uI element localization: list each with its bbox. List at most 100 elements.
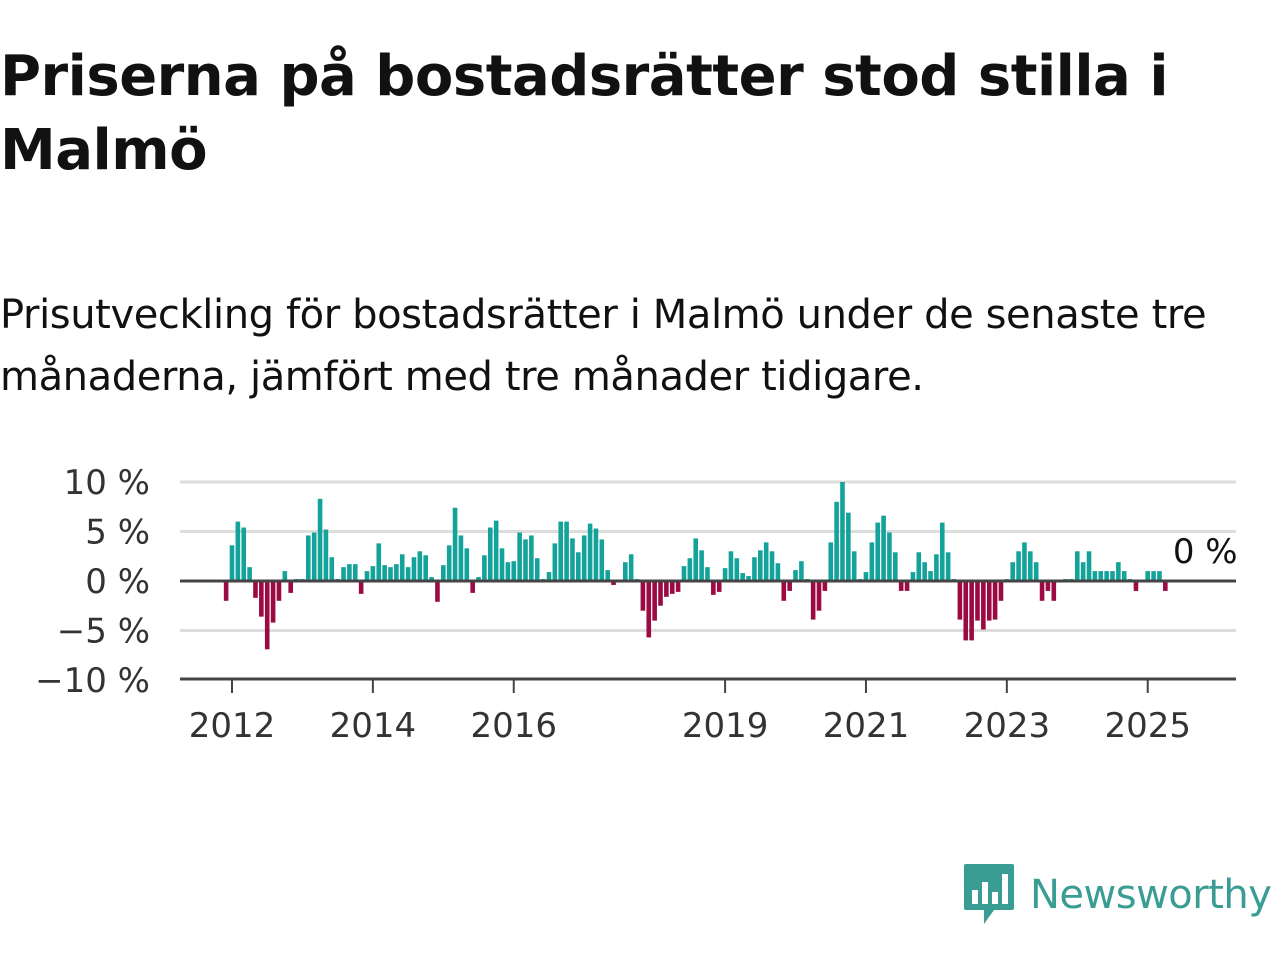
bar <box>1163 581 1168 591</box>
y-tick-label: −5 % <box>57 612 150 652</box>
bar <box>593 528 599 581</box>
bar <box>259 581 264 617</box>
bar <box>241 527 247 581</box>
bar <box>1022 542 1027 581</box>
bar <box>822 581 828 591</box>
chart-subtitle: Prisutveckling för bostadsrätter i Malmö… <box>0 292 1207 400</box>
bar <box>587 523 593 581</box>
bar <box>1086 551 1092 581</box>
bar <box>517 532 522 581</box>
bar <box>364 571 370 581</box>
x-tick-label: 2019 <box>682 706 769 746</box>
bar <box>728 551 734 581</box>
bar <box>599 539 605 581</box>
bar <box>681 566 687 581</box>
bar <box>769 551 775 581</box>
bar <box>276 581 282 601</box>
bar <box>652 581 657 621</box>
bar <box>851 551 857 581</box>
bar <box>687 558 693 581</box>
bars <box>223 482 1174 650</box>
annotations: 0 % <box>1173 532 1238 572</box>
bar <box>1016 551 1021 581</box>
bar <box>622 562 628 581</box>
bar <box>1133 581 1139 591</box>
x-axis-labels: 2012 2014 2016 2019 2021 2023 2025 <box>189 706 1191 746</box>
bar <box>875 522 880 581</box>
bar <box>799 561 804 581</box>
brand-name: Newsworthy <box>1030 872 1272 918</box>
bar <box>992 581 998 620</box>
bar <box>605 570 610 581</box>
bar <box>793 570 798 581</box>
grid-lines <box>180 480 1236 632</box>
bar <box>916 552 922 581</box>
bar <box>505 562 511 581</box>
bar <box>470 581 475 593</box>
bar <box>523 539 528 581</box>
bar <box>611 581 616 585</box>
last-value-label: 0 % <box>1173 532 1238 572</box>
bar <box>341 567 346 581</box>
bar <box>358 581 364 594</box>
bar <box>306 535 311 581</box>
x-tick-label: 2014 <box>330 706 417 746</box>
bar <box>758 550 763 581</box>
bar <box>646 581 652 638</box>
bar <box>840 482 845 581</box>
bar <box>969 581 974 641</box>
bar <box>846 512 851 581</box>
bar <box>787 581 792 591</box>
bar <box>775 563 781 581</box>
bar <box>493 520 499 581</box>
chart-title: Priserna på bostadsrätter stod stilla i … <box>0 44 1169 183</box>
bar <box>752 557 757 581</box>
bar <box>370 566 376 581</box>
bar <box>347 564 352 581</box>
bar <box>675 581 681 592</box>
y-axis-labels: 10 % 5 % 0 % −5 % −10 % <box>35 463 150 701</box>
bar <box>264 581 270 650</box>
bar <box>546 572 552 581</box>
bar <box>529 535 534 581</box>
bar <box>740 573 745 581</box>
bar <box>223 581 229 601</box>
bar <box>1074 551 1080 581</box>
x-tick-label: 2012 <box>189 706 276 746</box>
bar <box>564 521 569 581</box>
bar <box>534 558 540 581</box>
bar <box>928 571 933 581</box>
bar <box>628 554 634 581</box>
bar <box>270 581 276 623</box>
bar <box>388 567 393 581</box>
bar <box>863 572 869 581</box>
bar <box>382 565 387 581</box>
bar <box>975 581 980 621</box>
bar <box>945 552 951 581</box>
bar <box>253 581 258 598</box>
y-tick-label: 0 % <box>85 562 150 602</box>
bar <box>1010 562 1016 581</box>
bar <box>1121 571 1127 581</box>
bar <box>570 538 575 581</box>
newsworthy-logo-icon <box>964 864 1014 924</box>
bar <box>898 581 904 591</box>
bar <box>722 568 728 581</box>
bar <box>394 564 399 581</box>
bar <box>716 581 722 592</box>
y-tick-label: 5 % <box>85 513 150 553</box>
bar <box>1116 562 1121 581</box>
bar <box>810 581 816 620</box>
bar <box>435 581 440 602</box>
bar <box>893 552 898 581</box>
bar <box>581 535 587 581</box>
bar <box>986 581 992 621</box>
x-tick-label: 2021 <box>823 706 910 746</box>
bar <box>458 535 464 581</box>
bar <box>482 555 487 581</box>
bar <box>664 581 669 597</box>
y-tick-label: 10 % <box>64 463 150 503</box>
bar <box>499 548 505 581</box>
bar <box>1080 562 1086 581</box>
bar <box>922 562 927 581</box>
